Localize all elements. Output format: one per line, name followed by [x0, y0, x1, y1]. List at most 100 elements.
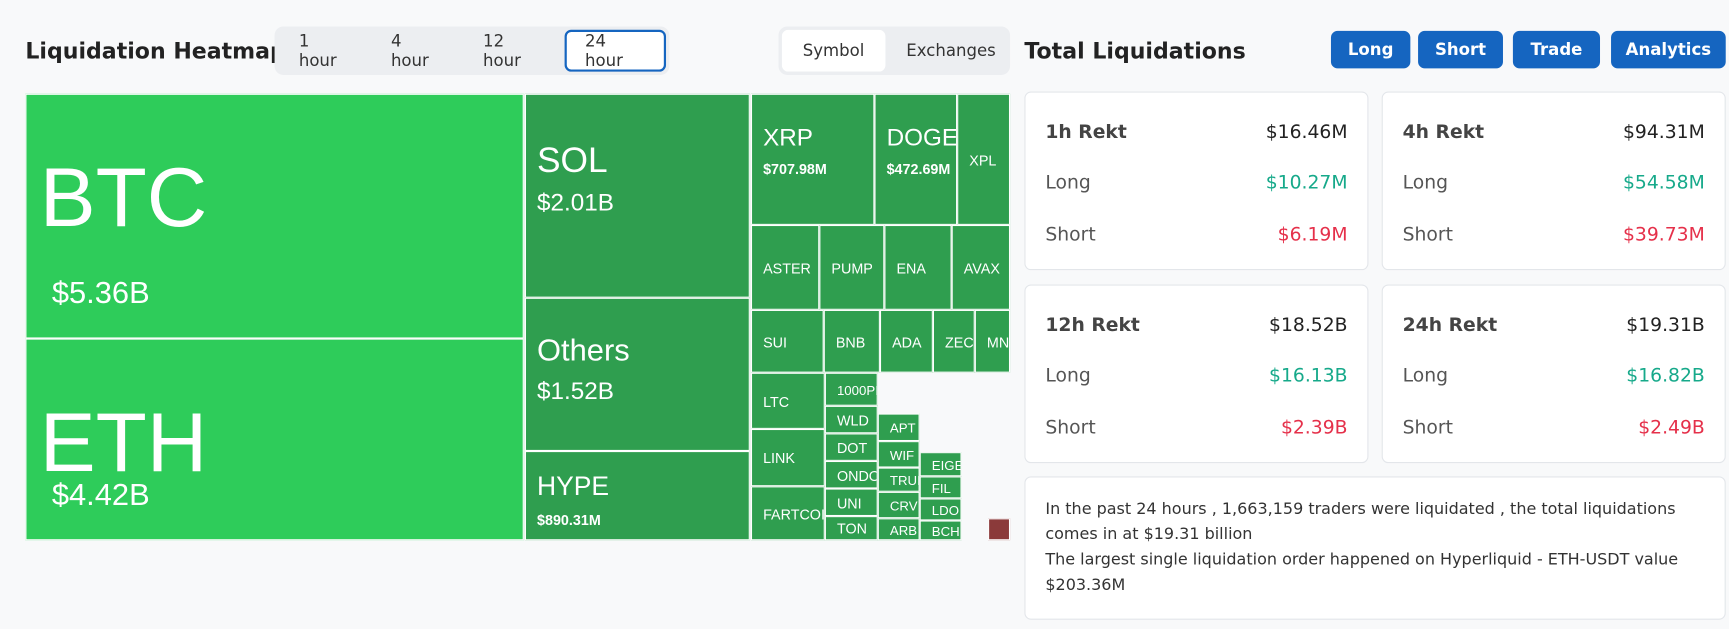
- heatmap-tile: [988, 518, 1011, 541]
- tile-label: ENA: [896, 259, 926, 277]
- card-row: Long $54.58M: [1403, 172, 1705, 194]
- tile-label: DOT: [836, 439, 868, 457]
- tile-label: UNI: [836, 494, 862, 512]
- heatmap-tile[interactable]: BTC $5.36B: [25, 93, 524, 339]
- card-total: $18.52B: [1269, 314, 1348, 337]
- card-title: 24h Rekt: [1402, 314, 1498, 337]
- heatmap-tile[interactable]: EIGEN: [919, 452, 962, 477]
- long-value: $54.58M: [1623, 172, 1705, 195]
- heatmap-tile[interactable]: 1000PEPE: [824, 372, 878, 406]
- heatmap-tile[interactable]: ENA: [884, 224, 952, 310]
- tile-label: AVAX: [963, 259, 1000, 277]
- heatmap-tile[interactable]: BCH: [919, 520, 962, 541]
- heatmap-tile[interactable]: SOL $2.01B: [524, 93, 750, 298]
- heatmap-tile[interactable]: Others $1.52B: [524, 297, 750, 452]
- heatmap-tile[interactable]: TRUMP: [877, 467, 920, 492]
- rekt-card: 1h Rekt $16.46M Long $10.27M Short $6.19M: [1024, 91, 1369, 271]
- view-tabs: Symbol Exchanges: [778, 26, 1011, 75]
- time-tab[interactable]: 12 hour: [483, 30, 521, 71]
- tile-label: ONDO: [836, 467, 878, 484]
- heatmap-tile[interactable]: TON: [824, 516, 878, 541]
- heatmap-tile[interactable]: LDO: [919, 498, 962, 521]
- tile-label: CRV: [889, 498, 918, 514]
- view-tab[interactable]: Symbol: [781, 29, 886, 72]
- heatmap-tile[interactable]: CRV: [877, 491, 920, 519]
- tile-label: BCH: [931, 523, 960, 539]
- tile-label: 1000PEPE: [836, 382, 877, 398]
- card-row: 12h Rekt $18.52B: [1045, 314, 1347, 336]
- totals-title: Total Liquidations: [1024, 37, 1246, 64]
- heatmap-tile[interactable]: ASTER: [750, 224, 820, 310]
- heatmap-tile[interactable]: FARTCOIN: [750, 486, 825, 541]
- heatmap-tile[interactable]: WIF: [877, 441, 920, 468]
- heatmap-tile[interactable]: LINK: [750, 428, 825, 487]
- tile-label: WLD: [836, 412, 869, 429]
- tile-label: ETH: [39, 395, 208, 490]
- card-row: Short $39.73M: [1403, 224, 1705, 246]
- heatmap-tile[interactable]: XPL: [957, 93, 1011, 225]
- card-row: Long $16.13B: [1045, 365, 1347, 387]
- tile-label: APT: [889, 420, 916, 436]
- summary-line: In the past 24 hours , 1,663,159 traders…: [1045, 500, 1676, 544]
- action-button[interactable]: Analytics: [1611, 30, 1726, 69]
- heatmap-tile[interactable]: BNB: [823, 309, 880, 373]
- tile-label: FARTCOIN: [763, 505, 825, 523]
- action-button[interactable]: Trade: [1512, 30, 1601, 69]
- heatmap-tile[interactable]: ETH $4.42B: [25, 338, 524, 541]
- summary-line: The largest single liquidation order hap…: [1045, 551, 1679, 595]
- heatmap-tile[interactable]: LTC: [750, 372, 825, 429]
- card-row: 1h Rekt $16.46M: [1045, 121, 1347, 143]
- heatmap-tile[interactable]: FIL: [919, 476, 962, 499]
- heatmap-tile[interactable]: AVAX: [951, 224, 1011, 310]
- time-tabs: 1 hour 4 hour 12 hour 24 hour: [274, 26, 670, 75]
- card-title: 4h Rekt: [1402, 121, 1485, 144]
- tile-label: SUI: [763, 333, 787, 351]
- tile-label: ARB: [889, 522, 918, 538]
- heatmap-tile[interactable]: ZEC: [932, 309, 975, 373]
- rekt-card: 4h Rekt $94.31M Long $54.58M Short $39.73M: [1381, 91, 1726, 271]
- time-tab[interactable]: 1 hour: [298, 30, 337, 71]
- tile-value: $2.01B: [537, 188, 614, 216]
- time-tab[interactable]: 4 hour: [390, 30, 429, 71]
- heatmap-tile[interactable]: ADA: [879, 309, 933, 373]
- tile-label: TRUMP: [889, 472, 919, 489]
- card-title: 1h Rekt: [1045, 121, 1127, 144]
- heatmap-tile[interactable]: XRP $707.98M: [750, 93, 875, 225]
- heatmap-tile[interactable]: PUMP: [819, 224, 885, 310]
- time-tab[interactable]: 24 hour: [564, 29, 667, 72]
- tile-value: $5.36B: [51, 275, 150, 310]
- heatmap-tile[interactable]: DOGE $472.69M: [874, 93, 958, 225]
- tile-label: ZEC: [945, 333, 974, 351]
- tile-label: LTC: [763, 393, 790, 410]
- short-value: $39.73M: [1623, 223, 1705, 246]
- view-tab[interactable]: Exchanges: [906, 40, 996, 61]
- heatmap-tile[interactable]: ONDO: [824, 460, 878, 489]
- rekt-card: 24h Rekt $19.31B Long $16.82B Short $2.49B: [1381, 284, 1726, 464]
- long-label: Long: [1045, 364, 1091, 388]
- heatmap-tile[interactable]: ARB: [877, 518, 920, 541]
- tile-label: HYPE: [537, 471, 610, 502]
- tile-label: TON: [836, 520, 867, 538]
- heatmap-tile[interactable]: UNI: [824, 488, 878, 517]
- heatmap-tile[interactable]: WLD: [824, 405, 878, 434]
- long-label: Long: [1045, 172, 1091, 195]
- long-value: $10.27M: [1265, 172, 1348, 195]
- card-row: 4h Rekt $94.31M: [1403, 121, 1705, 143]
- card-total: $19.31B: [1626, 314, 1705, 337]
- heatmap-tile[interactable]: SUI: [750, 309, 824, 373]
- action-button[interactable]: Long: [1330, 30, 1411, 69]
- tile-label: DOGE: [886, 123, 958, 152]
- heatmap-tile[interactable]: HYPE $890.31M: [524, 451, 750, 541]
- heatmap-tile[interactable]: APT: [877, 413, 920, 442]
- tile-label: XPL: [969, 151, 997, 169]
- tile-label: XRP: [763, 123, 813, 152]
- card-total: $94.31M: [1623, 121, 1705, 144]
- heatmap-tile[interactable]: MNT: [974, 309, 1011, 373]
- tile-label: BTC: [39, 151, 208, 245]
- tile-label: SOL: [537, 139, 608, 180]
- action-button[interactable]: Short: [1418, 30, 1503, 69]
- tile-label: WIF: [889, 447, 915, 463]
- heatmap-tile[interactable]: DOT: [824, 433, 878, 461]
- tile-value: $1.52B: [537, 376, 614, 405]
